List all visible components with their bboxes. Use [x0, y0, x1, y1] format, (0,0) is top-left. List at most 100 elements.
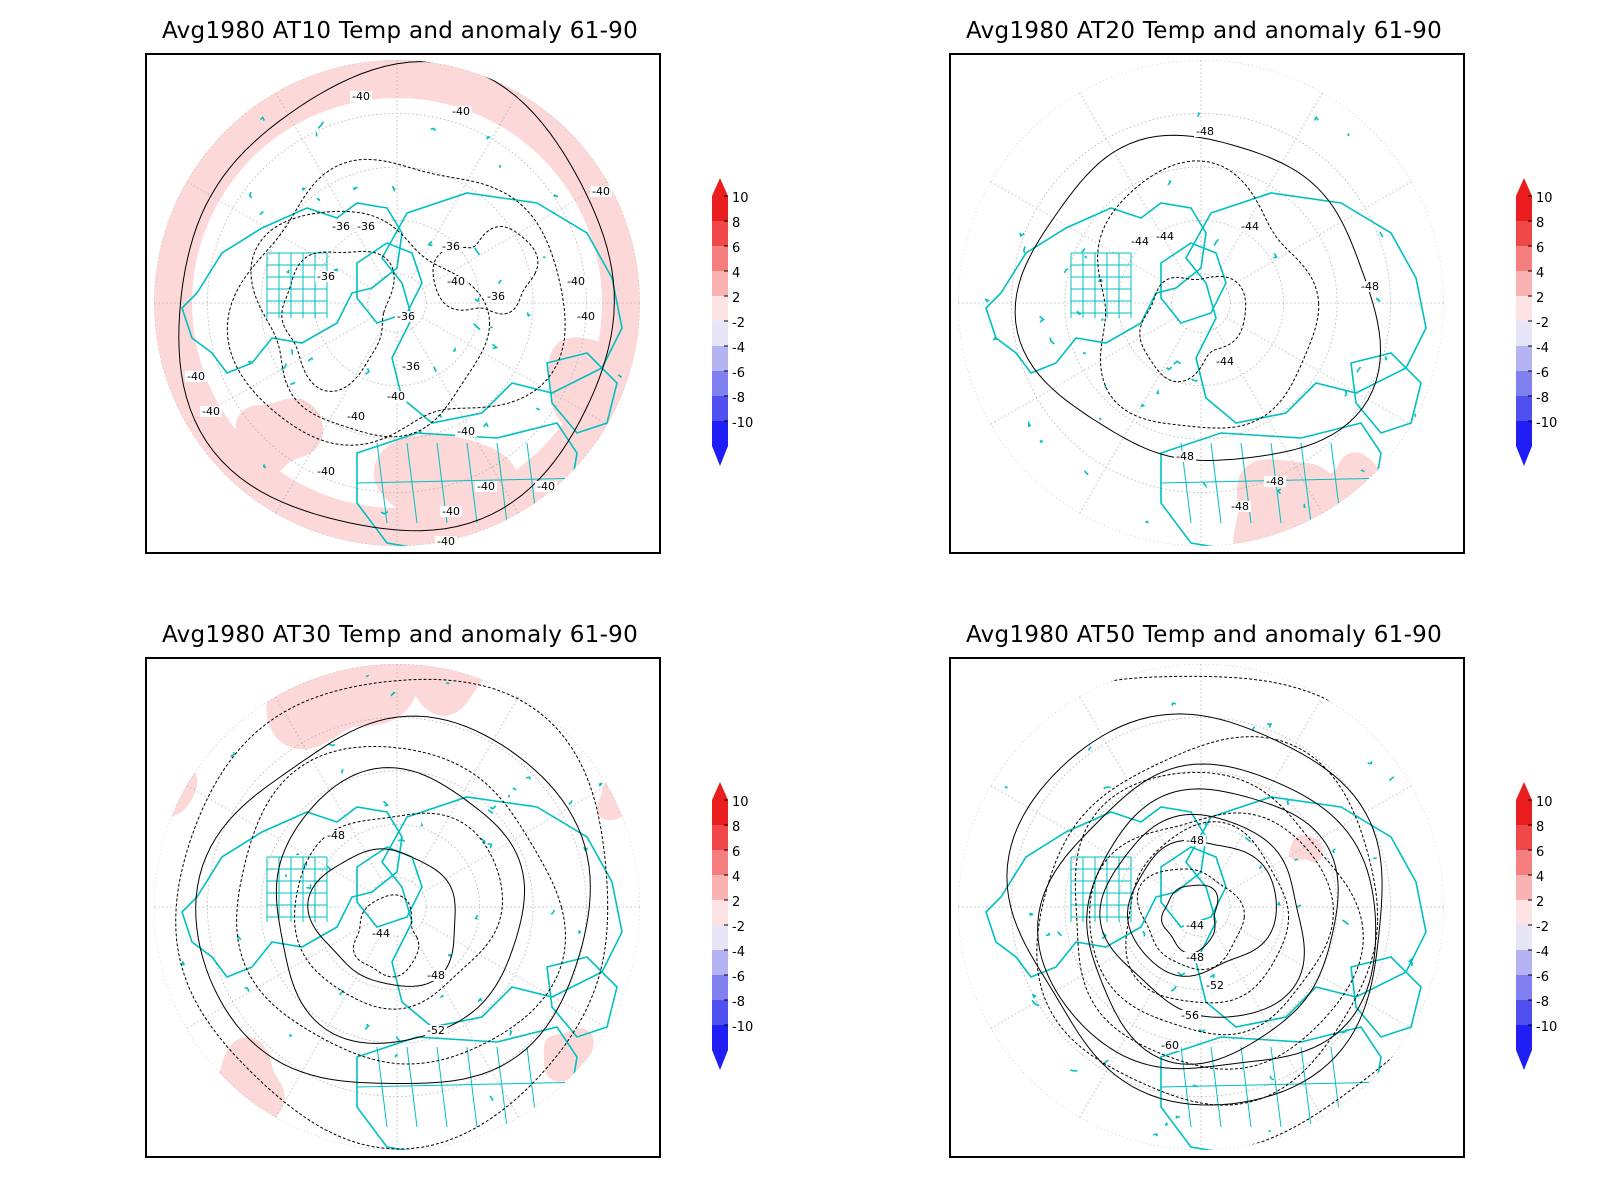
- map-svg: -48 -44 -48 -52: [154, 664, 640, 1150]
- colorbar-segment: [712, 950, 728, 975]
- anomaly-region: [1289, 835, 1323, 863]
- contour-line: [307, 848, 456, 987]
- colorbar-label: 6: [732, 845, 740, 860]
- colorbar-segment: [712, 975, 728, 1000]
- colorbar-segment: [1516, 975, 1532, 1000]
- contour-label: -40: [442, 505, 460, 518]
- temperature-contours: [178, 60, 615, 532]
- colorbar-label: 10: [732, 191, 749, 206]
- colorbar-label: -10: [1536, 416, 1557, 431]
- colorbar-segment: [712, 850, 728, 875]
- contour-label: -44: [1131, 235, 1149, 248]
- colorbar-arrow-top: [712, 178, 728, 196]
- polar-map: -48 -44 -48 -52: [145, 657, 661, 1158]
- colorbar-label: 10: [1536, 191, 1553, 206]
- colorbar-label: -8: [732, 391, 745, 406]
- contour-label: -48: [1361, 280, 1379, 293]
- contour-label: -36: [357, 220, 375, 233]
- contour-label: -40: [187, 370, 205, 383]
- colorbar-segment: [1516, 1025, 1532, 1050]
- colorbar-label: 10: [732, 795, 749, 810]
- colorbar-svg: 10 8 6 4 2 -2 -4 -6 -8 -10: [712, 178, 753, 466]
- contour-label: -40: [537, 480, 555, 493]
- contour-line: [1089, 812, 1334, 1036]
- panel-title: Avg1980 AT20 Temp and anomaly 61-90: [965, 18, 1443, 44]
- anomaly-region: [596, 779, 640, 821]
- contour-label: -40: [202, 405, 220, 418]
- map-svg: -48 -44 -48 -52 -56 -60: [958, 664, 1444, 1150]
- colorbar: 10 8 6 4 2 -2 -4 -6 -8 -10: [1504, 178, 1584, 468]
- colorbar-segment: [712, 321, 728, 346]
- colorbar-segment: [1516, 221, 1532, 246]
- colorbar-segment: [1516, 246, 1532, 271]
- colorbar-segment: [1516, 875, 1532, 900]
- colorbar-arrow-bottom: [1516, 446, 1532, 466]
- contour-label: -48: [327, 829, 345, 842]
- colorbar-arrow-bottom: [1516, 1050, 1532, 1070]
- contour-line: [275, 767, 525, 1044]
- contour-label: -52: [427, 1024, 445, 1037]
- map-disc: [154, 664, 640, 1150]
- colorbar-segment: [1516, 321, 1532, 346]
- colorbar-segment: [712, 346, 728, 371]
- contour-label: -40: [347, 410, 365, 423]
- contour-label-bg: [325, 830, 347, 841]
- contour-label-bg: [565, 276, 587, 287]
- contour-line: [250, 210, 491, 438]
- contour-label-bg: [1184, 952, 1206, 963]
- contour-label-bg: [440, 241, 462, 252]
- colorbar-segment: [1516, 900, 1532, 925]
- contour-label-bg: [1154, 231, 1176, 242]
- contour-label-bg: [1239, 221, 1261, 232]
- colorbar-label: -8: [732, 995, 745, 1010]
- lat-lon-grid: [958, 664, 1444, 1150]
- contour-labels: -48 -44 -48 -52 -56 -60: [1159, 834, 1226, 1052]
- contour-line: [226, 158, 566, 446]
- contour-line: [1036, 736, 1379, 1106]
- colorbar-segment: [712, 800, 728, 825]
- colorbar-arrow-top: [1516, 178, 1532, 196]
- contour-label-bg: [1129, 236, 1151, 247]
- anomaly-region: [235, 398, 324, 479]
- colorbar-segment: [712, 271, 728, 296]
- polar-map: -48 -44 -44 -44 -48 -44 -48 -48 -48: [949, 53, 1465, 554]
- contour-label-bg: [1359, 281, 1381, 292]
- contour-label-bg: [1194, 126, 1216, 137]
- contour-line: [432, 226, 539, 315]
- lat-lon-grid: [154, 60, 640, 546]
- contour-label: -44: [372, 927, 390, 940]
- contour-line: [1097, 160, 1320, 429]
- colorbar-segment: [1516, 800, 1532, 825]
- colorbar-label: 8: [732, 216, 740, 231]
- contour-label: -40: [437, 535, 455, 548]
- contour-line: [352, 894, 420, 978]
- polar-map: -48 -44 -48 -52 -56 -60: [949, 657, 1465, 1158]
- contour-label: -40: [317, 465, 335, 478]
- colorbar-label: -2: [1536, 920, 1549, 935]
- panel-title: Avg1980 AT10 Temp and anomaly 61-90: [161, 18, 639, 44]
- colorbar-label: -4: [1536, 945, 1549, 960]
- contour-label-bg: [185, 371, 207, 382]
- contour-label-bg: [345, 411, 367, 422]
- colorbar-segment: [1516, 925, 1532, 950]
- colorbar-label: -8: [1536, 391, 1549, 406]
- contour-label-bg: [485, 291, 507, 302]
- colorbar-segment: [712, 421, 728, 446]
- colorbar-segment: [1516, 296, 1532, 321]
- colorbar: 10 8 6 4 2 -2 -4 -6 -8 -10: [700, 178, 780, 468]
- contour-label: -40: [592, 185, 610, 198]
- contour-label: -48: [1186, 834, 1204, 847]
- anomaly-shading: [154, 664, 640, 1134]
- contour-label-bg: [425, 970, 447, 981]
- contour-label: -36: [332, 220, 350, 233]
- colorbar-label: 4: [732, 870, 740, 885]
- contour-label: -60: [1161, 1039, 1179, 1052]
- contour-label-bg: [455, 426, 477, 437]
- colorbar-arrow-top: [712, 782, 728, 800]
- colorbar-label: -4: [732, 341, 745, 356]
- contour-label-bg: [1159, 1040, 1181, 1051]
- colorbar-label: -2: [1536, 316, 1549, 331]
- contour-line: [281, 250, 395, 392]
- colorbar-label: 8: [1536, 216, 1544, 231]
- colorbar-segment: [1516, 271, 1532, 296]
